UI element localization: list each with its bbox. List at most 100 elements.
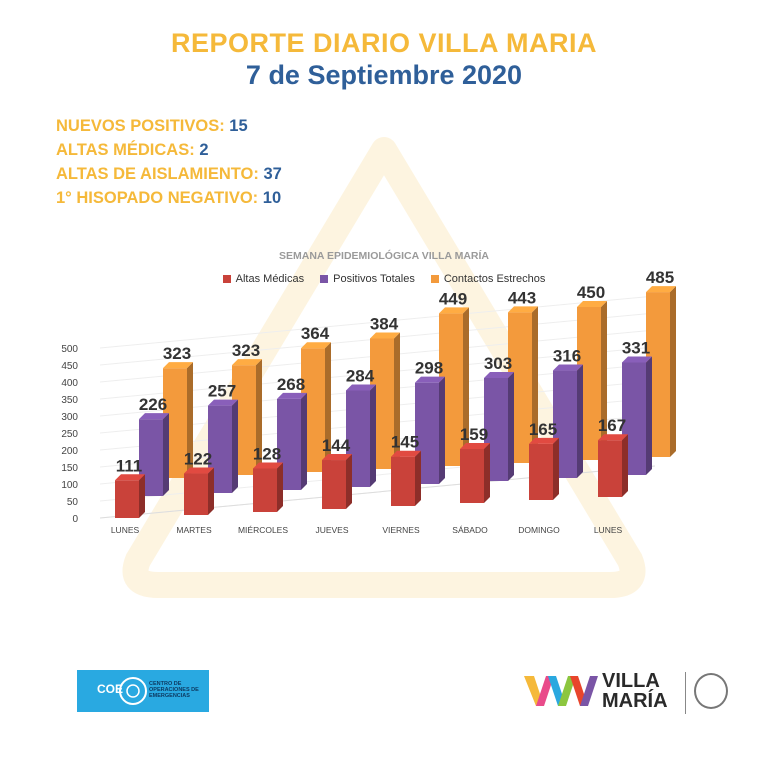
bar-top <box>139 413 169 420</box>
x-tick-label: LUNES <box>594 525 623 535</box>
bar-top <box>622 356 652 363</box>
bar-front <box>322 460 346 509</box>
bar-top <box>646 286 676 293</box>
bar-side <box>301 392 307 490</box>
data-label: 443 <box>508 288 536 307</box>
stat-row: ALTAS DE AISLAMIENTO: 37 <box>56 162 282 186</box>
stat-value: 37 <box>263 165 282 183</box>
report-date: 7 de Septiembre 2020 <box>245 60 523 90</box>
data-label: 159 <box>460 425 488 444</box>
y-tick-label: 100 <box>61 480 78 491</box>
bar-top <box>439 307 469 314</box>
legend-label: Positivos Totales <box>333 273 415 285</box>
data-label: 111 <box>116 456 143 475</box>
y-tick-label: 0 <box>72 514 78 525</box>
data-label: 284 <box>346 366 375 385</box>
stat-value: 10 <box>262 189 282 207</box>
stats-list: NUEVOS POSITIVOS: 15 ALTAS MÉDICAS: 2 AL… <box>56 114 282 210</box>
bar-front <box>391 456 415 506</box>
bar-side <box>553 437 559 500</box>
bar-top <box>391 450 421 457</box>
report-title: REPORTE DIARIO VILLA MARIA <box>170 28 597 58</box>
bar-side <box>370 384 376 487</box>
bar-top <box>484 371 514 378</box>
data-label: 226 <box>139 395 167 414</box>
bar-top <box>163 362 193 369</box>
legend-swatch <box>430 275 439 283</box>
bar-side <box>508 371 514 481</box>
bar-top <box>277 392 307 399</box>
city-word: VILLA <box>602 670 660 692</box>
bar-side <box>346 454 352 509</box>
bar-side <box>256 359 262 475</box>
coe-name-line: CENTRO DE <box>149 681 182 687</box>
stat-row: NUEVOS POSITIVOS: 15 <box>56 114 282 138</box>
bar-side <box>484 442 490 503</box>
chart-legend: Altas Médicas Positivos Totales Contacto… <box>0 273 768 285</box>
data-label: 145 <box>391 433 419 452</box>
data-label: 323 <box>232 341 260 360</box>
data-label: 268 <box>277 375 305 394</box>
bar-side <box>415 450 421 506</box>
stat-value: 15 <box>229 117 248 135</box>
data-label: 257 <box>208 382 236 401</box>
bar-front <box>253 468 277 512</box>
x-tick-label: DOMINGO <box>518 525 560 535</box>
bar-top <box>415 376 445 383</box>
x-tick-label: VIERNES <box>382 525 420 535</box>
legend-item: Positivos Totales <box>320 273 415 285</box>
data-label: 323 <box>163 344 191 363</box>
bar-top <box>301 342 331 349</box>
data-label: 364 <box>301 324 330 343</box>
coe-name-line: OPERACIONES DE <box>149 687 199 693</box>
y-tick-label: 400 <box>61 378 78 389</box>
bar-top <box>253 462 283 469</box>
bar-top <box>508 306 538 313</box>
data-label: 167 <box>598 416 626 435</box>
bar-side <box>577 364 583 478</box>
data-label: 144 <box>322 436 351 455</box>
data-label: 331 <box>622 338 650 357</box>
coe-abbreviation: COE <box>97 682 124 696</box>
villa-maria-wordmark: VILLA MARÍA <box>602 671 668 711</box>
stat-value: 2 <box>199 141 209 159</box>
x-tick-label: SÁBADO <box>452 525 488 535</box>
logo-divider <box>685 672 686 714</box>
bar-side <box>622 434 628 497</box>
bar-side <box>463 307 469 466</box>
legend-item: Contactos Estrechos <box>430 273 545 285</box>
data-label: 485 <box>646 268 674 287</box>
stat-label: NUEVOS POSITIVOS: <box>56 117 225 135</box>
bar-top <box>208 399 238 406</box>
bar-side <box>277 462 283 512</box>
data-label: 122 <box>184 450 212 469</box>
chart-title: SEMANA EPIDEMIOLÓGICA VILLA MARÍA <box>279 250 489 262</box>
bar-top <box>460 442 490 449</box>
coe-name-line: EMERGENCIAS <box>149 693 190 699</box>
villa-maria-logo: VILLA MARÍA <box>522 668 732 718</box>
bar-front <box>529 443 553 500</box>
villa-maria-mark-icon <box>524 676 598 706</box>
bar-side <box>139 474 145 518</box>
x-tick-label: MARTES <box>176 525 212 535</box>
bar-front <box>115 480 139 518</box>
bar-front <box>184 473 208 515</box>
data-label: 450 <box>577 283 605 302</box>
data-label: 165 <box>529 420 557 439</box>
bar-side <box>601 301 607 460</box>
y-tick-label: 500 <box>61 344 78 355</box>
x-tick-label: LUNES <box>111 525 140 535</box>
bar-side <box>439 376 445 484</box>
bar-front <box>460 448 484 503</box>
stat-label: ALTAS DE AISLAMIENTO: <box>56 165 259 183</box>
bar-top <box>577 301 607 307</box>
x-tick-label: JUEVES <box>315 525 348 535</box>
bar-side <box>208 467 214 515</box>
stat-label: 1° HISOPADO NEGATIVO: <box>56 189 259 207</box>
bar-side <box>325 342 331 472</box>
city-seal-icon <box>694 673 728 709</box>
y-tick-label: 250 <box>61 429 78 440</box>
data-label: 449 <box>439 289 467 308</box>
bar-top <box>184 467 214 474</box>
